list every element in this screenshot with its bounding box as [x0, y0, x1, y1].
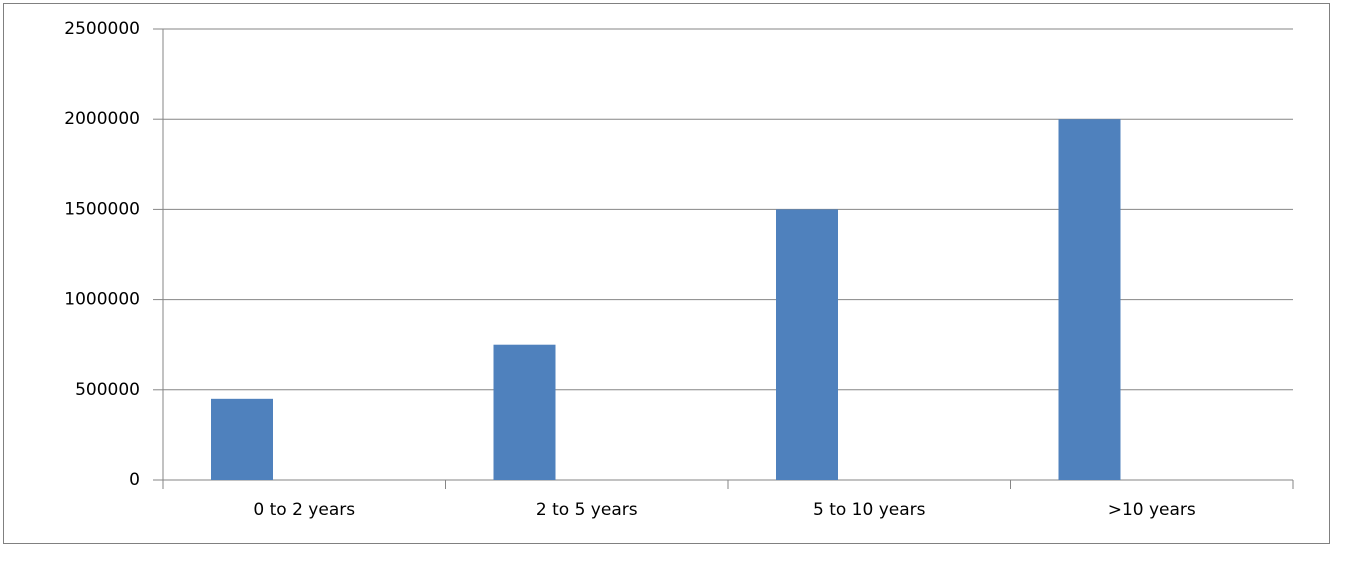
x-tick-label: 5 to 10 years [813, 500, 926, 520]
bar [1058, 119, 1121, 480]
y-tick-label: 500000 [75, 380, 140, 400]
y-tick-label: 2000000 [64, 109, 140, 129]
bar [211, 398, 273, 480]
x-tick-label: >10 years [1108, 500, 1196, 520]
x-tick-label: 2 to 5 years [536, 500, 638, 520]
chart-border [3, 3, 1330, 544]
y-tick-label: 1500000 [64, 199, 140, 219]
y-tick-label: 1000000 [64, 290, 140, 310]
y-tick-label: 2500000 [64, 19, 140, 39]
bar [776, 209, 838, 480]
x-tick-label: 0 to 2 years [253, 500, 355, 520]
y-tick-label: 0 [129, 470, 140, 490]
bar [493, 344, 556, 480]
